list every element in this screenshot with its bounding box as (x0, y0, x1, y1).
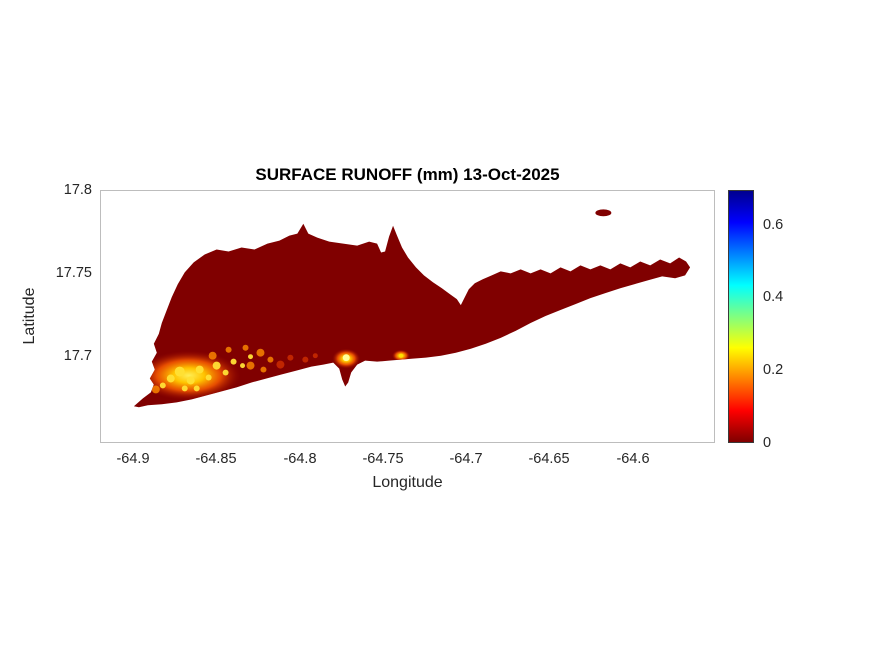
x-axis-tick-label: -64.75 (362, 451, 404, 467)
runoff-hotspots (136, 344, 410, 401)
colorbar-tick-label: 0 (763, 435, 772, 451)
hotspot-speckles-red (276, 353, 318, 369)
hotspot-speckles-orange (151, 344, 274, 394)
colorbar-tick-label: 0.2 (763, 362, 784, 378)
x-axis-tick-label: -64.65 (528, 451, 570, 467)
colorbar-tick-label: 0.6 (763, 217, 784, 233)
colorbar-tick-label: 0.4 (763, 289, 784, 305)
x-axis-tick-label: -64.7 (449, 451, 483, 467)
x-axis-tick-label: -64.9 (116, 451, 150, 467)
x-axis-tick-label: -64.8 (283, 451, 317, 467)
y-axis-tick-label: 17.7 (63, 348, 92, 364)
y-axis-tick-label: 17.8 (63, 182, 92, 198)
axis-label-y: Latitude (21, 287, 38, 345)
hotspot-speckles-yellow (159, 354, 254, 392)
chart-title: SURFACE RUNOFF (mm) 13-Oct-2025 (255, 165, 560, 184)
island-map (133, 209, 691, 408)
colorbar-gradient (728, 190, 754, 443)
offshore-islet (595, 209, 612, 217)
plot-area (100, 190, 715, 443)
x-axis-tick-label: -64.6 (616, 451, 650, 467)
axis-label-x: Longitude (372, 474, 443, 491)
x-axis-tick-label: -64.85 (195, 451, 237, 467)
y-axis-tick-label: 17.75 (55, 265, 92, 281)
hotspot-southwest (136, 350, 241, 401)
